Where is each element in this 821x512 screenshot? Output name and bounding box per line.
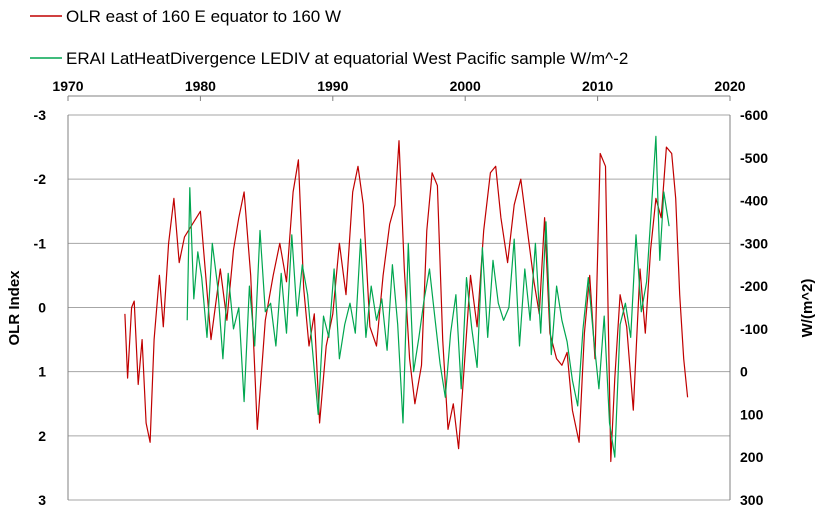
x-tick-label: 1970: [52, 78, 83, 94]
right-tick-label: -100: [740, 321, 768, 337]
right-tick-label: 300: [740, 492, 764, 508]
x-axis-ticks: 1970 1980 1990 2000 2010 2020: [52, 78, 746, 101]
right-tick-label: -300: [740, 235, 768, 251]
left-tick-label: -2: [34, 171, 47, 187]
legend-label-olr: OLR east of 160 E equator to 160 W: [66, 7, 341, 26]
right-axis-ticks: -600 -500 -400 -300 -200 -100 0 100 200 300: [740, 107, 768, 508]
right-tick-label: -400: [740, 193, 768, 209]
legend: OLR east of 160 E equator to 160 W ERAI …: [30, 7, 628, 68]
x-tick-label: 1980: [185, 78, 216, 94]
gridlines: [67, 95, 731, 501]
left-tick-label: 1: [38, 364, 46, 380]
series-line-lediv: [186, 135, 670, 458]
right-tick-label: -200: [740, 278, 768, 294]
right-tick-label: 100: [740, 406, 764, 422]
right-tick-label: 200: [740, 449, 764, 465]
series-line-olr: [124, 140, 689, 463]
right-tick-label: -600: [740, 107, 768, 123]
left-tick-label: -1: [34, 235, 47, 251]
x-tick-label: 2020: [714, 78, 745, 94]
right-tick-label: 0: [740, 364, 748, 380]
series-lines: [124, 135, 689, 463]
left-axis-ticks: -3 -2 -1 0 1 2 3: [34, 107, 47, 508]
x-tick-label: 2000: [450, 78, 481, 94]
legend-label-lediv: ERAI LatHeatDivergence LEDIV at equatori…: [66, 49, 628, 68]
right-tick-label: -500: [740, 150, 768, 166]
left-axis-title: OLR Index: [6, 270, 23, 346]
x-tick-label: 2010: [582, 78, 613, 94]
right-axis-title: W/(m^2): [799, 279, 816, 338]
x-tick-label: 1990: [317, 78, 348, 94]
left-tick-label: 2: [38, 428, 46, 444]
left-tick-label: 0: [38, 300, 46, 316]
left-tick-label: 3: [38, 492, 46, 508]
left-tick-label: -3: [34, 107, 47, 123]
